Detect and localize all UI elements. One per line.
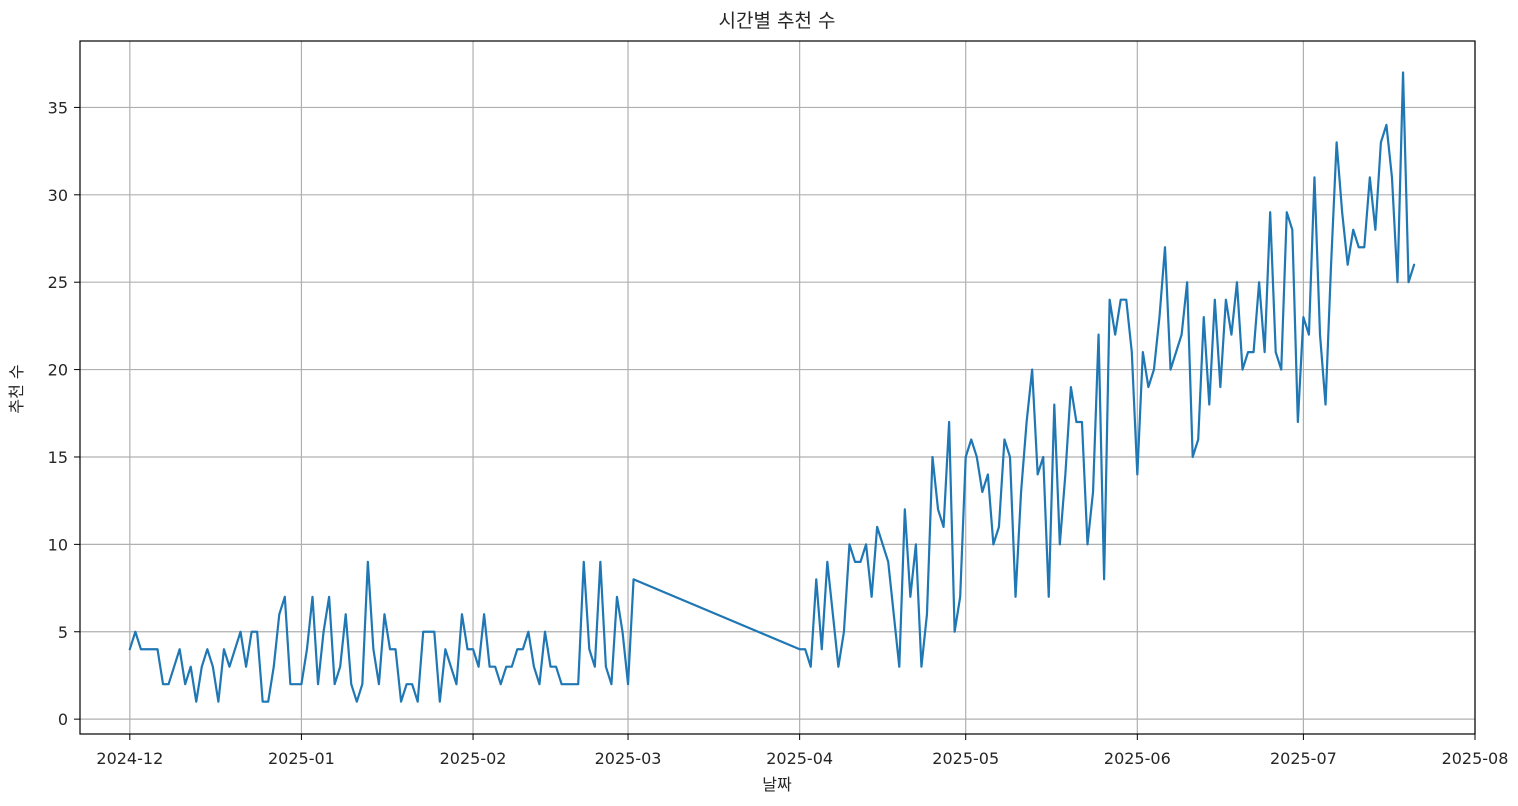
x-tick-label: 2025-04 xyxy=(766,749,833,768)
x-tick-label: 2025-03 xyxy=(595,749,662,768)
y-tick-label: 25 xyxy=(48,273,68,292)
y-tick-label: 20 xyxy=(48,361,68,380)
grid-lines: 2024-12 2025-01 2025-02 2025-03 2025-04 2025-… xyxy=(48,41,1509,768)
x-tick-label: 2025-07 xyxy=(1270,749,1337,768)
y-tick-label: 5 xyxy=(58,623,68,642)
x-axis-label: 날짜 xyxy=(762,775,792,794)
x-tick-label: 2025-06 xyxy=(1104,749,1171,768)
x-tick-label: 2025-08 xyxy=(1442,749,1509,768)
x-tick-label: 2025-05 xyxy=(932,749,999,768)
y-tick-label: 15 xyxy=(48,448,68,467)
y-tick-label: 30 xyxy=(48,186,68,205)
y-axis-label: 추천 수 xyxy=(7,364,26,413)
y-tick-label: 35 xyxy=(48,98,68,117)
series-0 xyxy=(128,71,1416,703)
y-tick-label: 0 xyxy=(58,710,68,729)
y-tick-label: 10 xyxy=(48,535,68,554)
plot-frame xyxy=(79,40,1476,735)
x-tick-label: 2025-01 xyxy=(268,749,335,768)
chart-title: 시간별 추천 수 xyxy=(719,10,836,32)
x-tick-label: 2024-12 xyxy=(96,749,163,768)
series-line xyxy=(128,71,1416,703)
x-tick-label: 2025-02 xyxy=(440,749,507,768)
